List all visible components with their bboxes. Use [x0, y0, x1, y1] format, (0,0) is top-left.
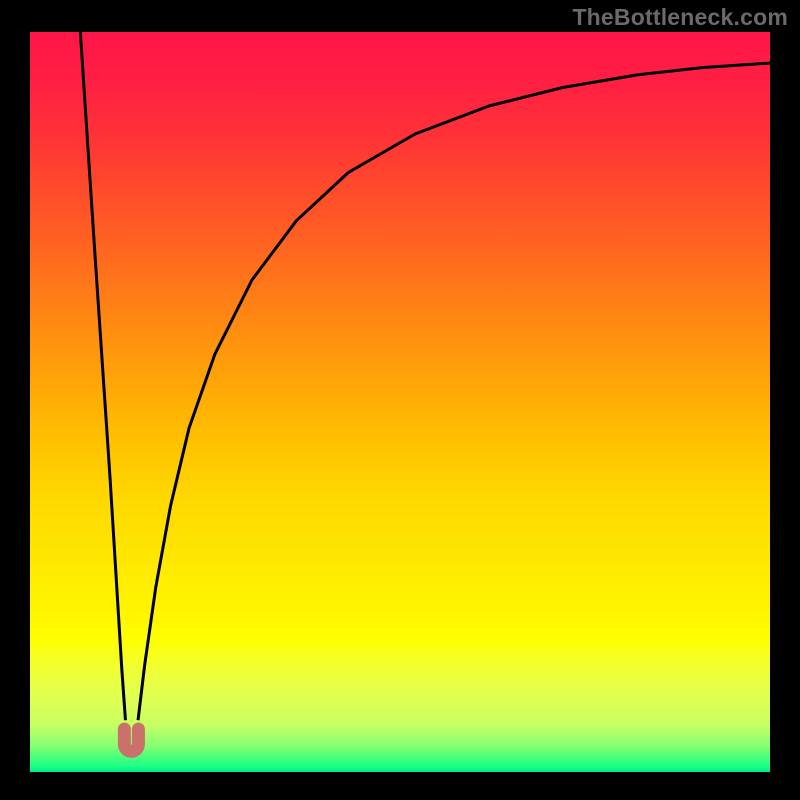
chart-container: { "watermark": { "text": "TheBottleneck.…: [0, 0, 800, 800]
watermark-text: TheBottleneck.com: [572, 4, 788, 31]
bottleneck-chart: [0, 0, 800, 800]
